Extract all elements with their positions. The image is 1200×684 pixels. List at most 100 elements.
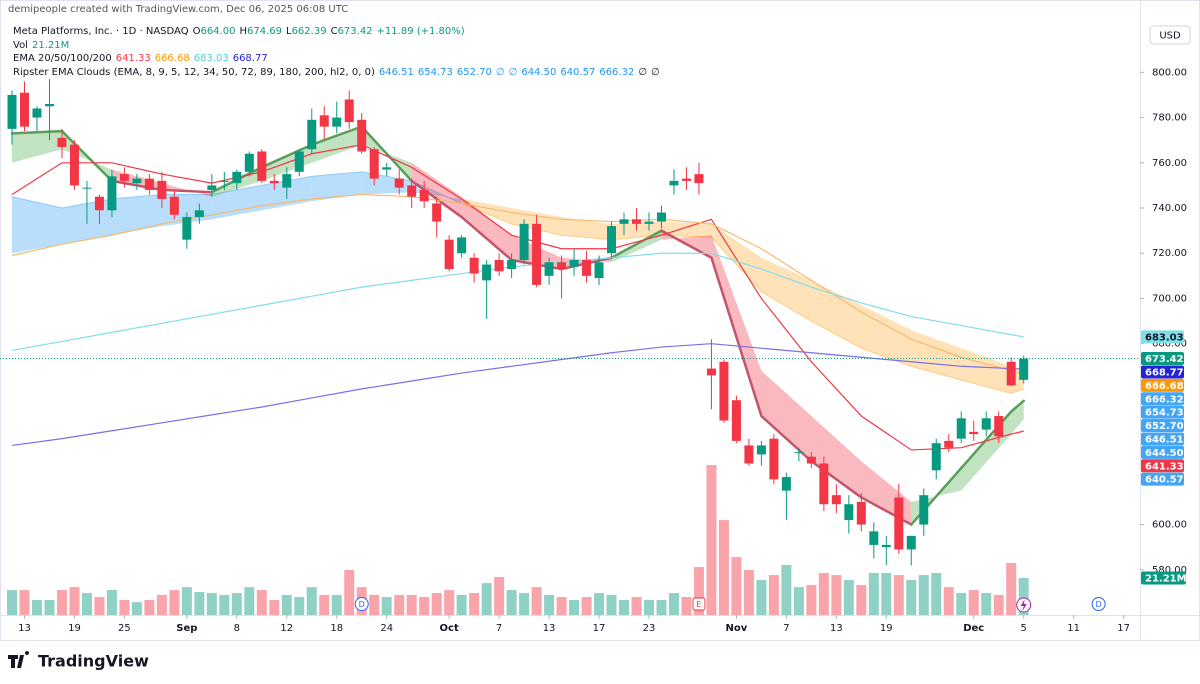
candle-body (719, 361, 729, 421)
event-icon (692, 597, 706, 611)
volume-bar (281, 594, 292, 615)
volume-bar (19, 590, 30, 615)
cloud-edge (860, 347, 912, 367)
volume-bar (456, 594, 467, 615)
candle-body (956, 418, 966, 439)
cloud-edge (260, 143, 314, 169)
cloud-edge (160, 188, 214, 194)
symbol-row: Meta Platforms, Inc. · 1D · NASDAQ O664.0… (13, 26, 469, 37)
brand: TradingView (38, 652, 149, 671)
x-tick-label: 13 (18, 623, 31, 634)
cloud-edge (111, 193, 163, 200)
candle-body (694, 174, 704, 184)
volume-bar (219, 594, 230, 615)
price-label-box (1141, 405, 1184, 419)
cloud-band (761, 370, 812, 462)
cloud-edge (1010, 388, 1025, 394)
volume-bar (569, 600, 580, 615)
ema-row: EMA 20/50/100/200 641.33 666.68 683.03 668.7… (13, 53, 272, 64)
ema-value: 668.77 (232, 53, 268, 64)
price-label-box (1141, 445, 1184, 459)
event-label: D (1096, 600, 1102, 609)
volume-bar (619, 600, 630, 615)
candle-body (856, 501, 866, 525)
x-tick-label: Oct (440, 623, 459, 634)
cloud-edge (760, 414, 813, 463)
candle-body (319, 115, 329, 127)
cloud-edge (710, 256, 763, 418)
change: +11.89 (+1.80%) (376, 26, 465, 37)
cloud-edge (1009, 399, 1025, 413)
candle-body (394, 178, 404, 188)
volume-bar (981, 593, 992, 615)
volume-bar (743, 570, 754, 615)
x-tick-label: 25 (118, 623, 131, 634)
ema-value: 683.03 (193, 53, 229, 64)
candle-body (144, 178, 154, 190)
news-bolt (1020, 599, 1027, 611)
candle-body (407, 185, 417, 197)
price-label-box (1141, 472, 1184, 486)
candle-body (607, 226, 617, 254)
volume-bar (731, 557, 742, 615)
plot: 580.00 600.00 680.00 700.00 720.00 740.00 760.… (0, 67, 1187, 634)
cloud-edge (610, 229, 663, 260)
volume-bar (469, 593, 480, 615)
candle-body (532, 223, 542, 285)
cloud-value: 666.32 (599, 67, 635, 78)
ohlc-key: L (285, 26, 292, 37)
candle-body (1006, 361, 1016, 386)
volume-bar (56, 590, 67, 615)
candle-body (82, 187, 92, 189)
ema-value: 641.33 (115, 53, 151, 64)
volume-bar (506, 590, 517, 615)
volume-bar (431, 593, 442, 615)
cloud-band (911, 330, 962, 380)
volume-bar (94, 597, 105, 615)
volume-bar (306, 587, 317, 615)
candle-body (781, 477, 791, 491)
candle-body (169, 196, 179, 215)
volume-bar (1006, 563, 1017, 615)
y-tick-label: 700.00 (1152, 293, 1187, 304)
event-label: E (696, 600, 701, 609)
cloud-edge (760, 291, 812, 322)
cloud-edge (311, 171, 363, 177)
cloud-edge (11, 196, 63, 209)
volume-bar (519, 593, 530, 615)
cloud-band (411, 162, 462, 218)
cloud-value: ∅ (495, 67, 505, 78)
cloud-edge (810, 320, 862, 349)
candle-body (632, 219, 641, 224)
candle-body (194, 210, 204, 218)
candle-body (644, 221, 654, 224)
x-tick-label: 19 (68, 623, 81, 634)
price-label-box (1141, 330, 1184, 344)
cloud-edge (910, 365, 962, 381)
candle-body (731, 400, 741, 441)
event-icon (1091, 597, 1106, 611)
candle-body (244, 153, 254, 172)
price-label: 654.73 (1145, 408, 1184, 419)
volume-bar (494, 576, 505, 615)
cloud-band (961, 348, 1012, 394)
volume-bar (594, 593, 605, 615)
volume-bar (481, 583, 492, 615)
volume-bar (181, 587, 192, 615)
volume-bar (968, 590, 979, 615)
volume-bar (868, 572, 879, 615)
volume-bar (544, 594, 555, 615)
volume-bar (294, 597, 305, 615)
price-label: 640.57 (1145, 475, 1184, 486)
volume-bar (419, 597, 430, 615)
volume-bar (331, 594, 342, 615)
candle-body (494, 260, 504, 272)
candle-body (157, 180, 167, 199)
volume-bar (843, 579, 854, 615)
candle-body (931, 443, 941, 471)
price-label-box (1141, 432, 1184, 446)
price-label: 673.42 (1145, 354, 1184, 365)
price-label-box (1141, 392, 1184, 406)
y-tick-label: 800.00 (1152, 67, 1187, 78)
